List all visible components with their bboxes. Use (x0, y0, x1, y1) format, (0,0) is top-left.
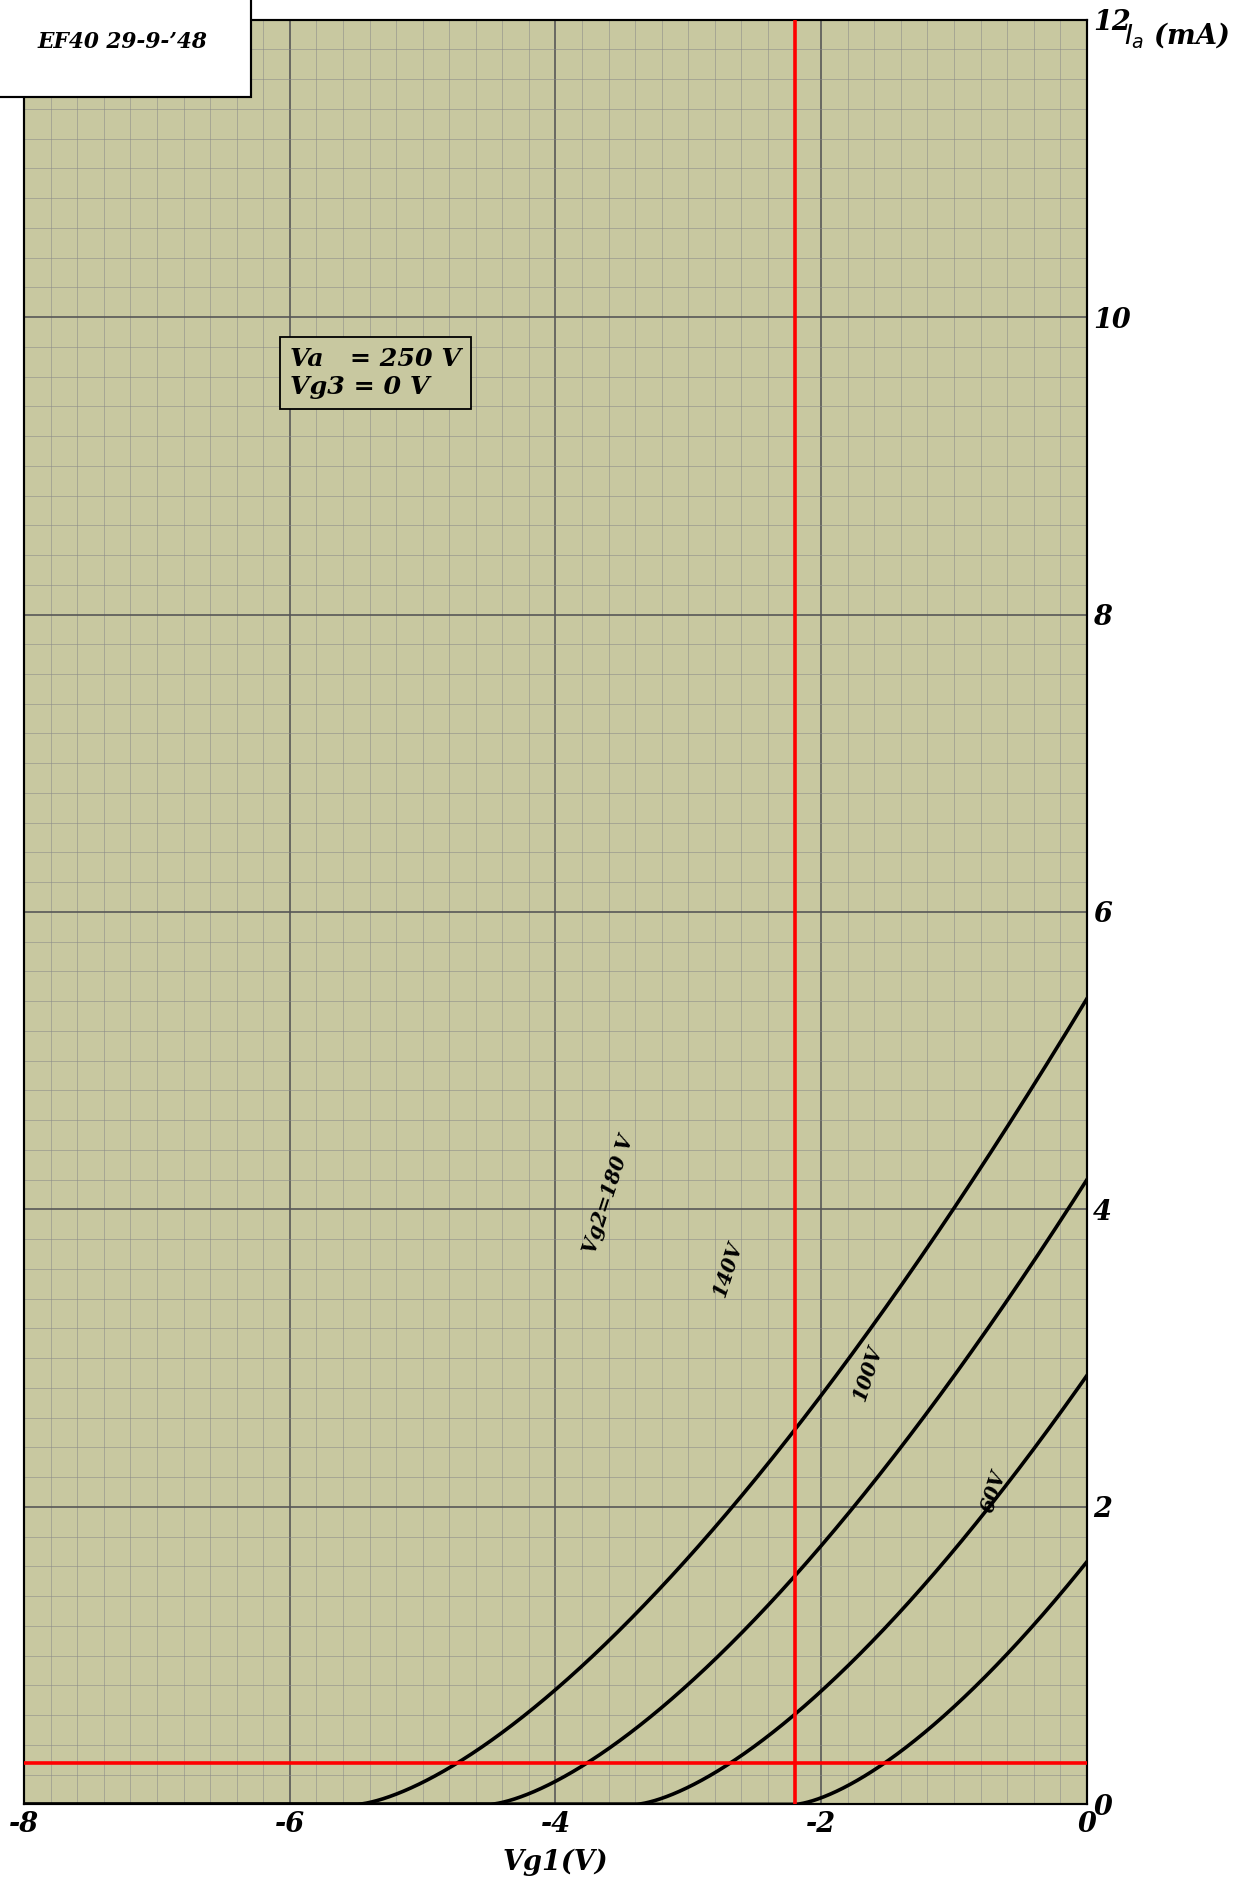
Text: 60V: 60V (978, 1468, 1010, 1516)
Text: Vg2=180 V: Vg2=180 V (580, 1133, 637, 1257)
X-axis label: Vg1(V): Vg1(V) (503, 1849, 609, 1876)
Text: 140V: 140V (710, 1238, 746, 1299)
Text: EF40 29-9-’48: EF40 29-9-’48 (37, 32, 207, 53)
Text: $I_a$ (mA): $I_a$ (mA) (1124, 19, 1230, 49)
Text: 100V: 100V (850, 1342, 885, 1402)
Text: Va   = 250 V
Vg3 = 0 V: Va = 250 V Vg3 = 0 V (290, 347, 461, 398)
